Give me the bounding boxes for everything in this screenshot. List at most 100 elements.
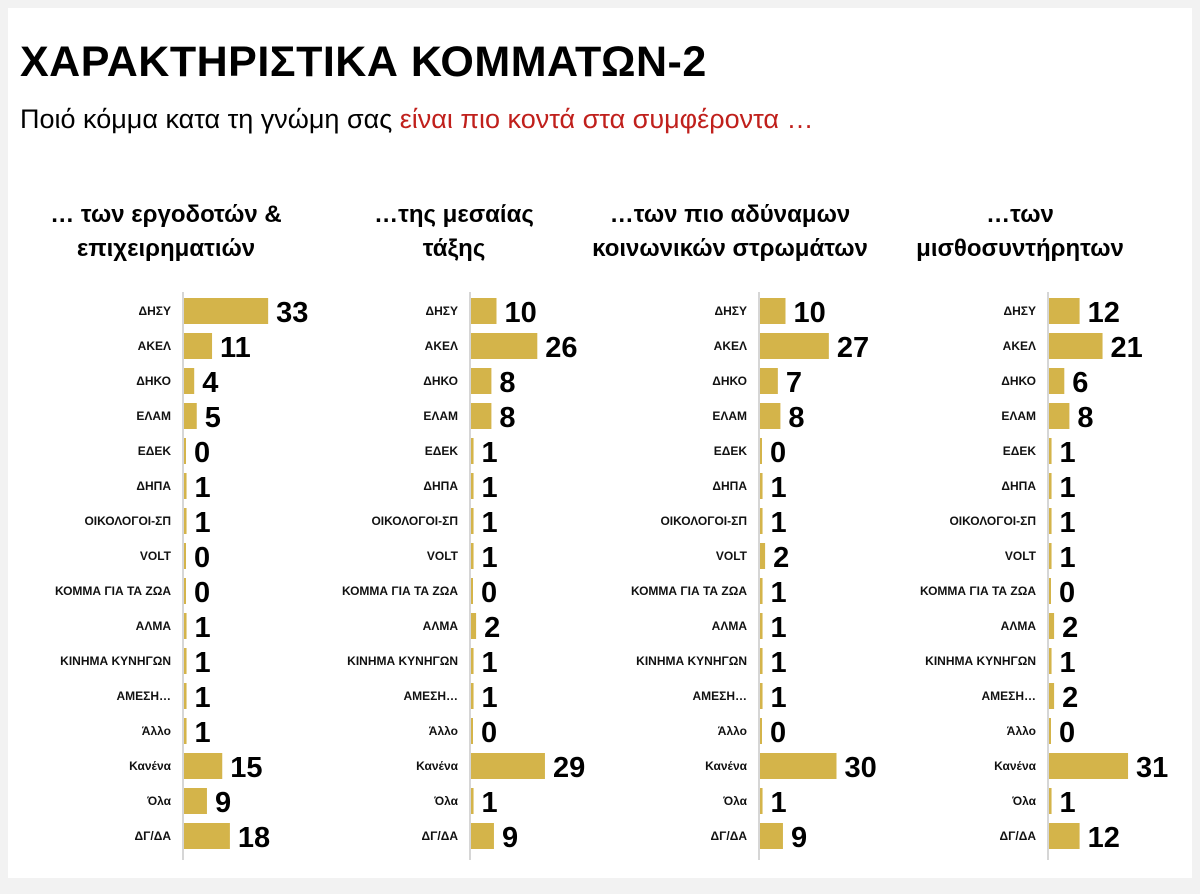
category-label: VOLT — [140, 549, 172, 563]
value-label: 2 — [773, 542, 789, 574]
panel-title-4-line-2: μισθοσυντήρητων — [916, 235, 1124, 262]
bar — [760, 823, 783, 849]
category-label: ΚΙΝΗΜΑ ΚΥΝΗΓΩΝ — [347, 654, 458, 668]
bar — [471, 298, 497, 324]
value-label: 18 — [238, 822, 270, 854]
panel-title-1-line-2: επιχειρηματιών — [76, 235, 256, 262]
category-label: ΚΟΜΜΑ ΓΙΑ ΤΑ ΖΩΑ — [631, 584, 747, 598]
bar — [184, 298, 269, 324]
value-label: 1 — [771, 682, 787, 714]
category-label: ΕΔΕΚ — [425, 444, 459, 458]
category-label: Όλα — [1011, 794, 1036, 808]
category-label: Κανένα — [705, 759, 748, 773]
bar — [1049, 438, 1052, 464]
category-label: VOLT — [1005, 549, 1037, 563]
value-label: 0 — [481, 717, 497, 749]
category-label: ΔΗΠΑ — [136, 479, 171, 493]
category-label: Κανένα — [129, 759, 172, 773]
bar — [184, 543, 186, 569]
category-label: ΟΙΚΟΛΟΓΟΙ-ΣΠ — [949, 514, 1036, 528]
category-label: ΚΟΜΜΑ ΓΙΑ ΤΑ ΖΩΑ — [920, 584, 1036, 598]
bar — [471, 613, 477, 639]
value-label: 1 — [482, 437, 498, 469]
bar — [471, 403, 492, 429]
bar — [760, 683, 763, 709]
value-label: 1 — [771, 577, 787, 609]
value-label: 26 — [545, 332, 577, 364]
value-label: 11 — [220, 332, 251, 364]
category-label: Άλλο — [142, 724, 171, 738]
category-label: Όλα — [722, 794, 747, 808]
value-label: 0 — [194, 437, 210, 469]
category-label: ΔΓ/ΔΑ — [422, 829, 459, 843]
panel-title-1-line-1: … των εργοδοτών & — [50, 201, 282, 228]
bar — [184, 403, 197, 429]
value-label: 9 — [502, 822, 518, 854]
category-label: ΔΓ/ΔΑ — [711, 829, 748, 843]
value-label: 21 — [1111, 332, 1143, 364]
category-label: ΑΜΕΣΗ… — [981, 689, 1036, 703]
value-label: 27 — [837, 332, 869, 364]
bar — [1049, 333, 1103, 359]
value-label: 1 — [1060, 542, 1076, 574]
category-label: ΟΙΚΟΛΟΓΟΙ-ΣΠ — [660, 514, 747, 528]
category-label: ΕΛΑΜ — [1001, 409, 1036, 423]
category-label: ΔΗΣΥ — [1004, 304, 1037, 318]
value-label: 1 — [1060, 647, 1076, 679]
bar — [760, 473, 763, 499]
bar — [184, 683, 187, 709]
value-label: 2 — [1062, 612, 1078, 644]
value-label: 8 — [788, 402, 804, 434]
category-label: ΚΙΝΗΜΑ ΚΥΝΗΓΩΝ — [60, 654, 171, 668]
category-label: ΑΛΜΑ — [712, 619, 748, 633]
bar — [1049, 613, 1055, 639]
value-label: 8 — [1077, 402, 1093, 434]
slide: ΧΑΡΑΚΤΗΡΙΣΤΙΚΑ ΚΟΜΜΑΤΩΝ-2 Ποιό κόμμα κατ… — [8, 8, 1192, 878]
bar — [1049, 718, 1051, 744]
bar — [471, 788, 474, 814]
bar — [1049, 473, 1052, 499]
bar — [1049, 578, 1051, 604]
panel-title-4: …των μισθοσυντήρητων — [870, 198, 1170, 266]
bar — [1049, 298, 1080, 324]
value-label: 2 — [1062, 682, 1078, 714]
slide-title: ΧΑΡΑΚΤΗΡΙΣΤΙΚΑ ΚΟΜΜΑΤΩΝ-2 — [20, 38, 707, 86]
category-label: ΔΗΚΟ — [136, 374, 171, 388]
value-label: 0 — [1059, 577, 1075, 609]
value-label: 1 — [195, 612, 211, 644]
bar — [1049, 683, 1055, 709]
bar — [1049, 648, 1052, 674]
bar — [471, 718, 473, 744]
value-label: 1 — [482, 682, 498, 714]
bar — [760, 788, 763, 814]
category-label: ΔΗΣΥ — [715, 304, 748, 318]
value-label: 1 — [482, 472, 498, 504]
slide-subtitle: Ποιό κόμμα κατα τη γνώμη σας είναι πιο κ… — [20, 104, 813, 135]
value-label: 15 — [230, 752, 262, 784]
bar — [471, 648, 474, 674]
panel-title-2-line-2: τάξης — [422, 235, 486, 262]
panel-title-3: …των πιο αδύναμων κοινωνικών στρωμάτων — [580, 198, 880, 266]
bar — [471, 368, 492, 394]
value-label: 0 — [770, 437, 786, 469]
bar — [184, 368, 195, 394]
category-label: ΑΚΕΛ — [425, 339, 458, 353]
bar — [184, 613, 187, 639]
bar — [760, 578, 763, 604]
value-label: 1 — [482, 542, 498, 574]
bar — [471, 543, 474, 569]
category-label: Όλα — [146, 794, 171, 808]
bar — [184, 473, 187, 499]
value-label: 10 — [794, 297, 826, 329]
category-label: ΕΔΕΚ — [1003, 444, 1037, 458]
category-label: ΑΚΕΛ — [1003, 339, 1036, 353]
bar — [760, 543, 766, 569]
value-label: 1 — [195, 647, 211, 679]
value-label: 5 — [205, 402, 221, 434]
value-label: 4 — [202, 367, 218, 399]
panel-title-2: …της μεσαίας τάξης — [304, 198, 604, 266]
